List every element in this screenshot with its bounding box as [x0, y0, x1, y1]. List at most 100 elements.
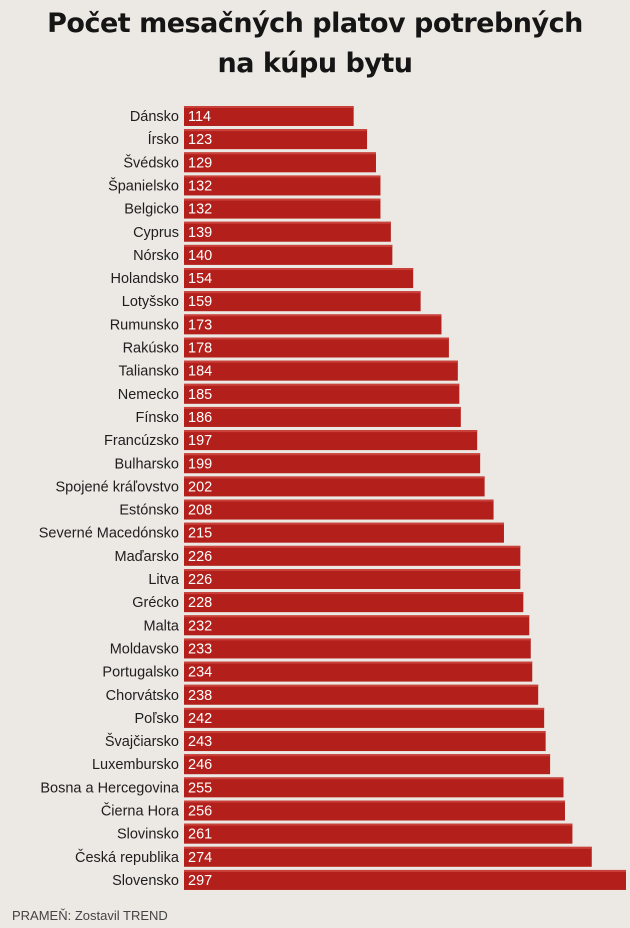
category-label: Holandsko: [110, 271, 179, 287]
bar-highlight: [184, 846, 592, 849]
bar: [184, 569, 521, 589]
bar-highlight: [184, 106, 354, 108]
category-label: Moldavsko: [110, 641, 179, 657]
bar: [184, 291, 421, 312]
bar-highlight: [184, 592, 524, 595]
value-label: 184: [188, 364, 212, 380]
bar-highlight: [184, 661, 533, 664]
value-label: 173: [188, 317, 212, 333]
category-label: Maďarsko: [114, 549, 179, 565]
bar: [184, 499, 494, 520]
bar: [184, 244, 393, 265]
bar: [184, 268, 414, 289]
bar-highlight: [184, 152, 376, 155]
value-label: 274: [188, 850, 212, 866]
value-label: 178: [188, 341, 212, 357]
category-label: Írsko: [148, 131, 179, 148]
bar-highlight: [184, 777, 564, 780]
category-label: Čierna Hora: [101, 803, 180, 820]
category-label: Taliansko: [119, 364, 179, 380]
source-note: PRAMEŇ: Zostavil TREND: [12, 908, 168, 923]
value-label: 208: [188, 503, 212, 519]
bar-highlight: [184, 175, 381, 178]
bar: [184, 476, 485, 497]
bar-highlight: [184, 754, 551, 757]
bar: [184, 592, 524, 613]
category-label: Švédsko: [123, 154, 179, 171]
bar-highlight: [184, 707, 545, 710]
value-label: 242: [188, 711, 212, 727]
category-label: Estónsko: [119, 503, 179, 519]
value-label: 129: [188, 155, 212, 171]
bar-highlight: [184, 360, 458, 363]
bar: [184, 731, 546, 752]
category-label: Bulharsko: [115, 456, 179, 472]
value-label: 114: [188, 109, 211, 125]
bar-highlight: [184, 684, 539, 687]
category-label: Poľsko: [134, 711, 179, 727]
category-label: Grécko: [132, 595, 179, 611]
bar: [184, 430, 478, 451]
value-label: 234: [188, 665, 212, 681]
category-label: Litva: [148, 572, 180, 588]
bar-highlight: [184, 569, 521, 571]
category-label: Česká republika: [75, 849, 180, 866]
bar: [184, 754, 551, 775]
value-label: 186: [188, 410, 212, 426]
category-label: Francúzsko: [104, 433, 179, 449]
value-label: 246: [188, 757, 212, 773]
bar-highlight: [184, 476, 485, 479]
category-label: Švajčiarsko: [105, 733, 179, 750]
bar: [184, 777, 564, 798]
value-label: 140: [188, 248, 212, 264]
bar-highlight: [184, 638, 531, 641]
bar-highlight: [184, 800, 565, 803]
bar-highlight: [184, 268, 414, 271]
bar-highlight: [184, 244, 393, 247]
bar-highlight: [184, 430, 478, 433]
bar: [184, 129, 368, 150]
value-label: 199: [188, 456, 212, 472]
value-label: 202: [188, 479, 212, 495]
bar-highlight: [184, 522, 504, 525]
category-label: Nórsko: [133, 248, 179, 264]
bar: [184, 360, 458, 381]
bar-highlight: [184, 337, 449, 340]
value-label: 185: [188, 387, 212, 403]
bar: [184, 314, 442, 335]
bar: [184, 175, 381, 196]
bar-highlight: [184, 198, 381, 201]
bar-highlight: [184, 731, 546, 734]
category-label: Lotyšsko: [122, 294, 179, 310]
value-label: 255: [188, 780, 212, 796]
bar-highlight: [184, 499, 494, 502]
value-label: 226: [188, 572, 212, 588]
bar: [184, 869, 626, 890]
value-label: 228: [188, 595, 212, 611]
bar: [184, 823, 573, 844]
bar-highlight: [184, 291, 421, 294]
category-label: Portugalsko: [102, 665, 179, 681]
bar-highlight: [184, 406, 461, 409]
category-label: Chorvátsko: [106, 688, 179, 704]
chart-title-line-1: Počet mesačných platov potrebných: [47, 8, 583, 39]
bar: [184, 221, 391, 242]
bar: [184, 684, 539, 705]
bar: [184, 707, 545, 728]
value-label: 243: [188, 734, 212, 750]
bar: [184, 615, 530, 636]
bar: [184, 522, 504, 543]
chart-title-line-2: na kúpu bytu: [217, 48, 413, 79]
category-label: Slovinsko: [117, 827, 179, 843]
value-label: 159: [188, 294, 212, 310]
bar-highlight: [184, 221, 391, 224]
value-label: 256: [188, 804, 212, 820]
category-label: Španielsko: [108, 177, 179, 194]
value-label: 232: [188, 618, 212, 634]
category-label: Severné Macedónsko: [39, 526, 179, 542]
value-label: 123: [188, 132, 212, 148]
value-label: 132: [188, 178, 212, 194]
category-label: Spojené kráľovstvo: [55, 479, 179, 495]
value-label: 233: [188, 641, 212, 657]
bar-highlight: [184, 129, 368, 132]
